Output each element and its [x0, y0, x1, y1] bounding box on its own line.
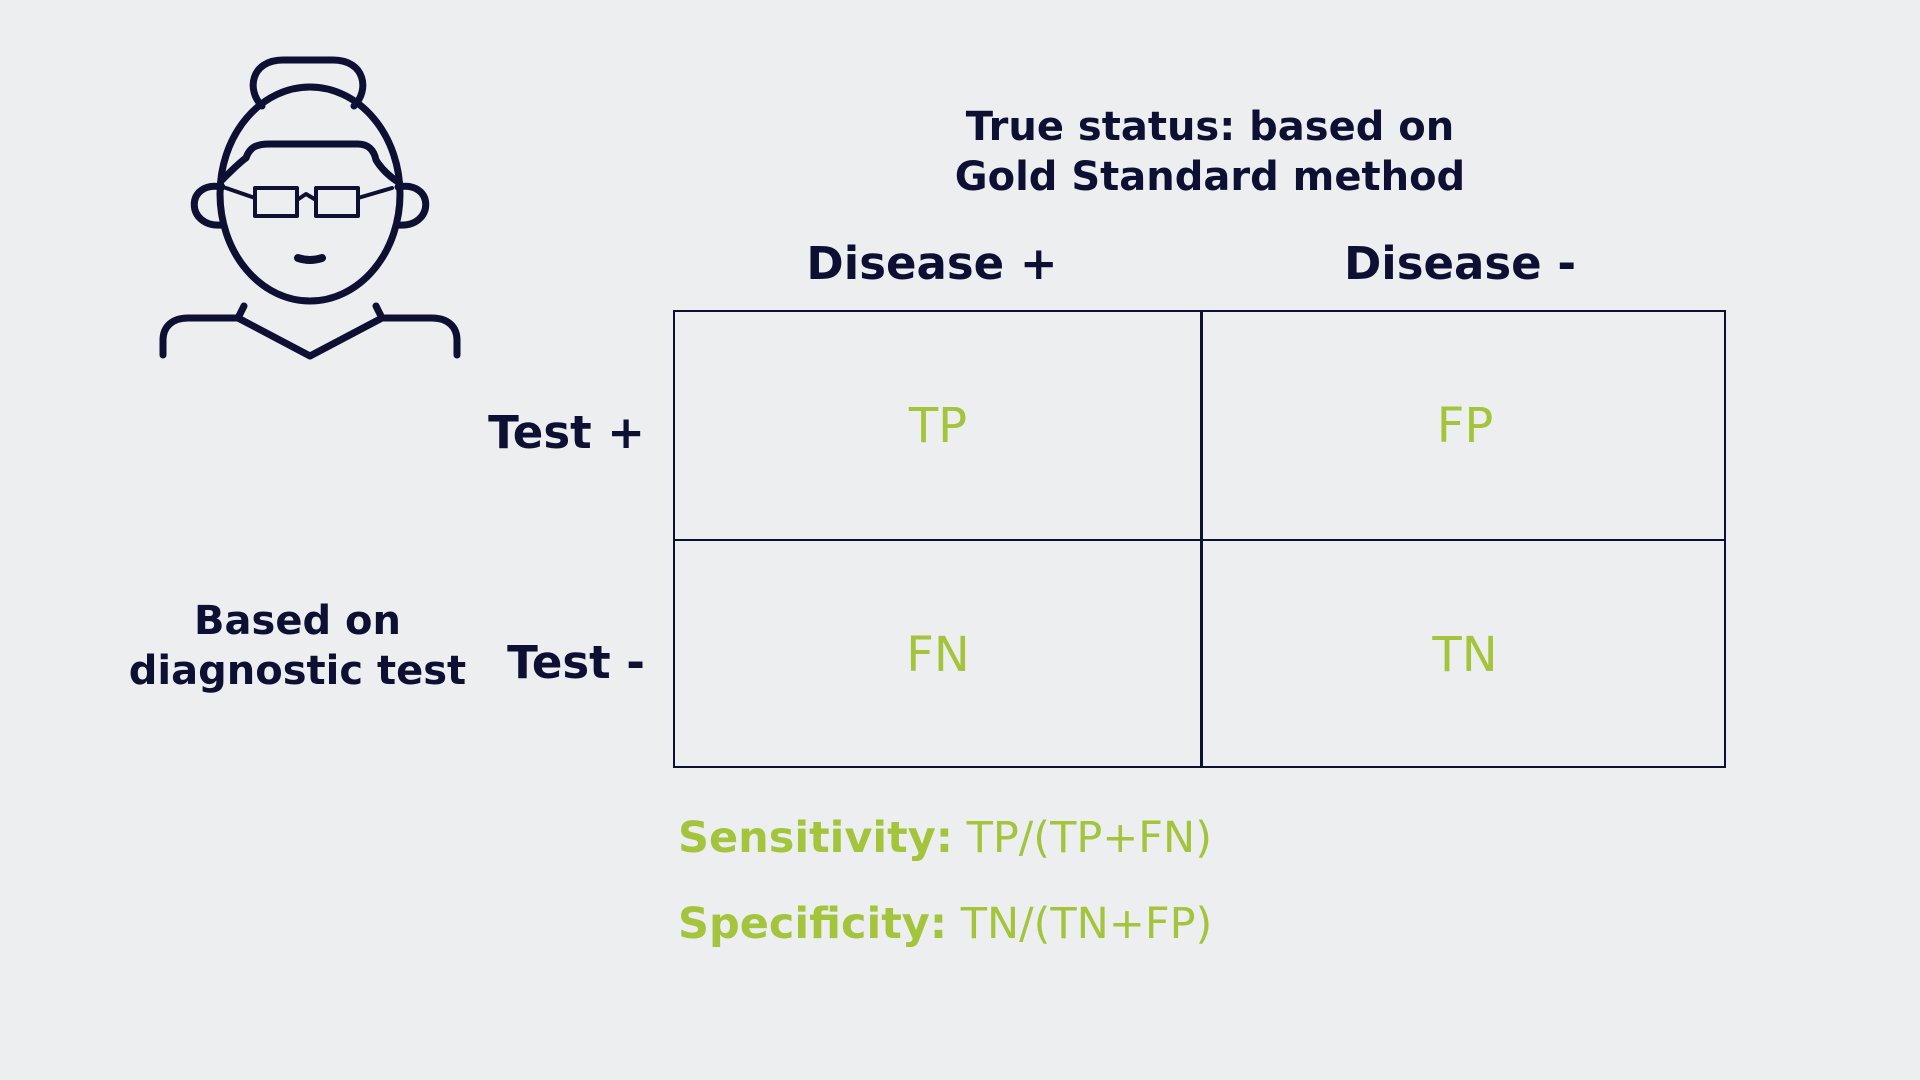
- cell-true-positive: TP: [908, 397, 968, 454]
- cell-true-negative: TN: [1432, 626, 1498, 683]
- specificity-label: Specificity:: [678, 899, 948, 949]
- true-status-heading: True status: based on Gold Standard meth…: [930, 102, 1490, 202]
- test-basis-line2: diagnostic test: [128, 648, 467, 694]
- true-status-line1: True status: based on: [965, 104, 1455, 150]
- matrix-horizontal-divider: [675, 539, 1724, 541]
- cell-false-negative: FN: [906, 626, 970, 683]
- column-header-disease-positive: Disease +: [806, 237, 1058, 290]
- sensitivity-expression: TP/(TP+FN): [966, 813, 1212, 863]
- cell-false-positive: FP: [1436, 397, 1494, 454]
- confusion-matrix: TP FP FN TN: [673, 310, 1726, 768]
- specificity-expression: TN/(TN+FP): [960, 899, 1213, 949]
- person-with-glasses-icon: [159, 56, 461, 360]
- row-header-test-positive: Test +: [488, 406, 645, 459]
- sensitivity-label: Sensitivity:: [678, 813, 953, 863]
- sensitivity-formula: Sensitivity: TP/(TP+FN): [678, 810, 1212, 866]
- test-basis-line1: Based on: [194, 598, 401, 644]
- row-header-test-negative: Test -: [507, 636, 645, 689]
- column-header-disease-negative: Disease -: [1343, 237, 1577, 290]
- true-status-line2: Gold Standard method: [954, 154, 1466, 200]
- test-basis-label: Based on diagnostic test: [120, 596, 475, 696]
- specificity-formula: Specificity: TN/(TN+FP): [678, 896, 1212, 952]
